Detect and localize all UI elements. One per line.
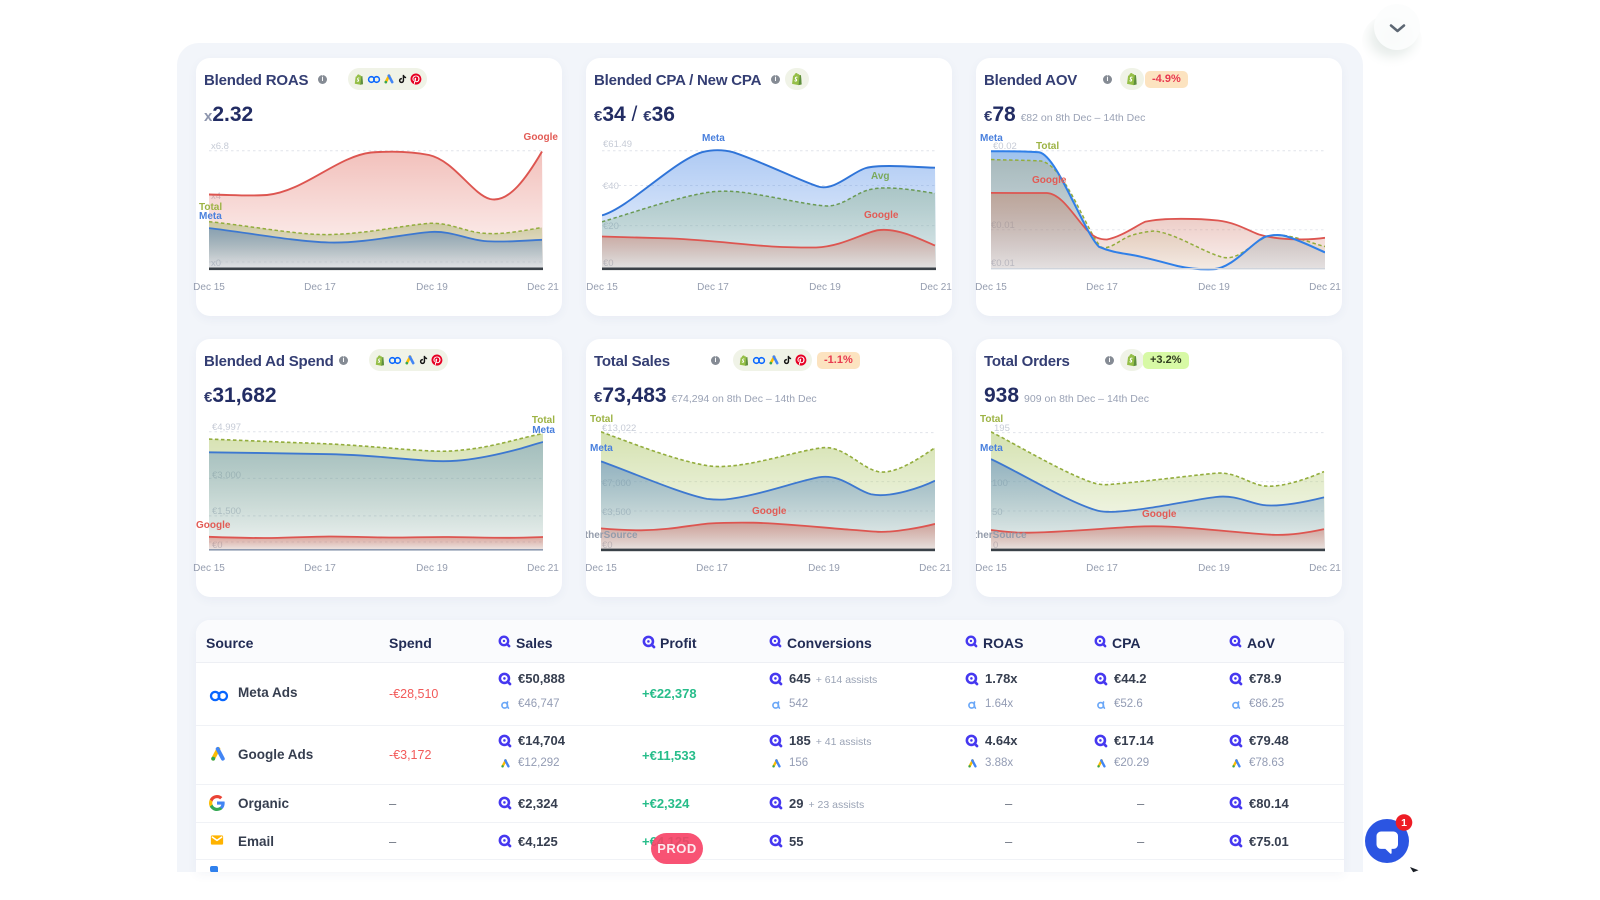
svg-text:1: 1 [1401,817,1407,829]
